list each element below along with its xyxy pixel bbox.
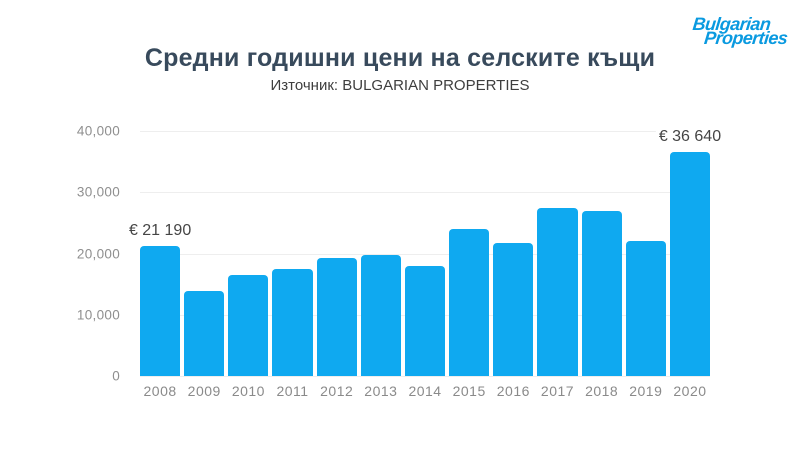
x-tick-2011: 2011 [276,383,309,399]
x-tick-2015: 2015 [452,383,486,399]
x-tick-2019: 2019 [629,383,663,399]
y-tick-10000: 10,000 [76,307,120,323]
x-tick-2010: 2010 [231,383,265,399]
gridline-0 [140,376,710,377]
bar-column-2017 [537,131,578,376]
bar-column-2016 [493,131,534,376]
bar-2019 [625,241,666,376]
x-tick-2013: 2013 [364,383,398,399]
y-axis-labels: 40,000 30,000 20,000 10,000 0 [0,124,130,384]
y-tick-20000: 20,000 [76,246,120,261]
bar-column-2010 [228,131,269,376]
bar-2015 [449,229,490,376]
bar-column-2011 [272,131,313,376]
value-label-2008: € 21 190 [125,222,195,241]
bar-column-2012 [316,131,357,376]
y-tick-0: 0 [112,368,120,384]
plot-area: € 21 190 € 36 640 [125,127,725,377]
bulgarian-properties-logo: Bulgarian Properties [690,14,789,48]
bars-container: € 21 190 € 36 640 [125,127,725,376]
bar-column-2008: € 21 190 [125,131,195,376]
gridline-30000 [140,192,710,194]
bar-2014 [404,265,446,376]
x-tick-2012: 2012 [320,383,354,399]
bar-column-2009 [184,131,225,376]
bar-2008 [140,246,181,376]
gridline-40000 [140,131,710,132]
bar-2018 [581,211,622,376]
bar-2010 [228,274,269,376]
bar-column-2020: € 36 640 [655,127,725,376]
y-tick-40000: 40,000 [76,123,120,139]
bar-column-2015 [449,131,490,376]
bar-column-2013 [360,131,401,376]
bar-column-2019 [625,131,666,376]
bar-2017 [537,208,578,376]
x-tick-2016: 2016 [496,383,530,399]
chart-source: Източник: BULGARIAN PROPERTIES [270,77,530,94]
x-tick-2018: 2018 [585,383,619,399]
gridline-20000 [140,253,710,255]
bar-column-2014 [404,131,446,376]
bar-2013 [360,254,401,376]
bar-2009 [184,290,225,376]
x-tick-2008: 2008 [143,383,177,399]
x-tick-2014: 2014 [408,383,442,399]
bar-column-2018 [581,131,622,376]
bar-2011 [272,269,313,376]
value-label-2020: € 36 640 [655,127,725,146]
x-tick-2020: 2020 [673,383,707,399]
bar-2012 [316,258,357,376]
chart-title: Средни годишни цени на селските къщи [144,44,656,72]
bar-2016 [493,243,534,376]
x-tick-2017: 2017 [540,383,575,399]
bar-2020 [669,151,711,376]
x-tick-2009: 2009 [187,383,221,399]
x-axis-labels: 2008 2009 2010 2011 2012 2013 2014 2015 2016 2017… [140,383,710,399]
y-tick-30000: 30,000 [76,184,120,200]
